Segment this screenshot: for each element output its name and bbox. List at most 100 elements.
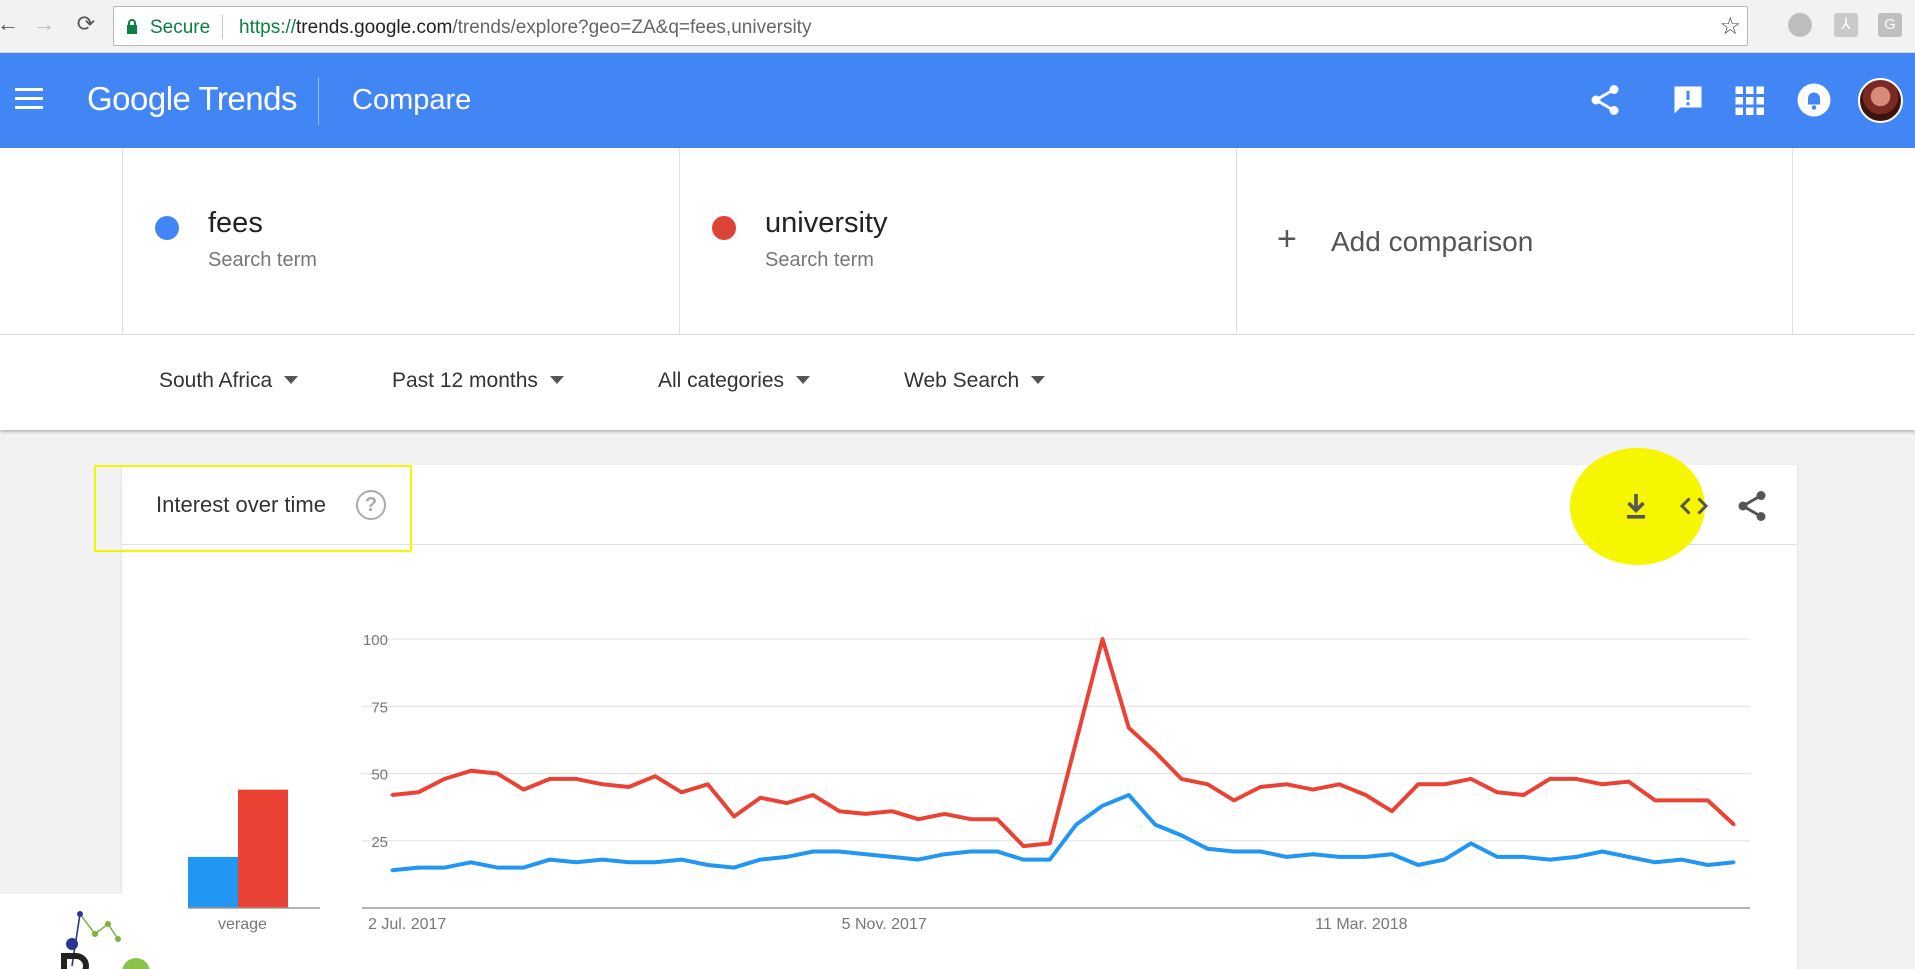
data-point-fees	[943, 852, 947, 856]
data-point-university	[943, 812, 947, 816]
data-point-university	[1390, 809, 1394, 813]
address-bar[interactable]: Secure https://trends.google.com/trends/…	[113, 6, 1748, 46]
share-icon[interactable]	[1734, 488, 1770, 524]
annotation-highlight-box	[94, 465, 412, 552]
data-point-fees	[1732, 860, 1736, 864]
data-point-university	[1153, 750, 1157, 754]
data-point-fees	[469, 860, 473, 864]
data-point-fees	[1574, 855, 1578, 859]
data-point-fees	[627, 860, 631, 864]
term-card-university[interactable]: university Search term	[679, 148, 1236, 335]
data-point-university	[574, 777, 578, 781]
data-point-university	[1443, 782, 1447, 786]
download-icon[interactable]	[1618, 488, 1654, 524]
feedback-icon[interactable]	[1670, 82, 1706, 118]
data-point-university	[1600, 782, 1604, 786]
url-path: /trends/explore?geo=ZA&q=fees,university	[452, 17, 812, 38]
lock-icon	[127, 19, 137, 34]
header-divider	[318, 77, 319, 125]
data-point-university	[627, 785, 631, 789]
google-trends-logo[interactable]: Google Trends	[87, 80, 297, 117]
data-point-fees	[758, 858, 762, 862]
period-dropdown[interactable]: Past 12 months	[392, 369, 564, 393]
data-point-fees	[1627, 855, 1631, 859]
panel-title: Interest over time	[156, 492, 326, 517]
extension-g-icon[interactable]: G	[1878, 13, 1902, 37]
data-point-fees	[1285, 855, 1289, 859]
term-name[interactable]: fees	[208, 207, 263, 239]
data-point-fees	[1232, 850, 1236, 854]
filter-bar: South Africa Past 12 months All categori…	[0, 335, 1915, 430]
x-tick-label: 11 Mar. 2018	[1315, 916, 1407, 933]
extension-pdf-icon[interactable]: ⅄	[1834, 13, 1858, 37]
data-point-fees	[1495, 855, 1499, 859]
data-point-fees	[416, 866, 420, 870]
data-point-fees	[443, 866, 447, 870]
data-point-fees	[706, 863, 710, 867]
search-type-label: Web Search	[904, 369, 1020, 392]
x-tick-label: 2 Jul. 2017	[368, 916, 446, 933]
data-point-university	[1706, 798, 1710, 802]
data-point-fees	[574, 860, 578, 864]
browser-toolbar: ← → ⟳ Secure https://trends.google.com/t…	[0, 0, 1915, 53]
data-point-university	[706, 782, 710, 786]
data-point-fees	[995, 850, 999, 854]
search-type-dropdown[interactable]: Web Search	[904, 369, 1046, 393]
term-card-fees[interactable]: fees Search term	[122, 148, 679, 335]
data-point-fees	[785, 855, 789, 859]
data-point-university	[1495, 790, 1499, 794]
data-point-university	[1337, 782, 1341, 786]
data-point-fees	[1521, 855, 1525, 859]
menu-icon[interactable]	[15, 88, 45, 112]
y-tick-label: 75	[371, 699, 388, 716]
url-host: trends.google.com	[296, 17, 453, 38]
data-point-university	[1364, 793, 1368, 797]
region-dropdown[interactable]: South Africa	[159, 369, 299, 393]
data-point-university	[732, 815, 736, 819]
data-point-university	[864, 812, 868, 816]
data-point-university	[1679, 798, 1683, 802]
apps-icon[interactable]	[1731, 82, 1767, 118]
data-point-university	[995, 817, 999, 821]
y-tick-label: 25	[371, 834, 388, 851]
data-point-fees	[679, 858, 683, 862]
data-point-university	[390, 793, 394, 797]
caret-down-icon	[796, 376, 811, 384]
data-point-fees	[890, 855, 894, 859]
add-comparison-label: Add comparison	[1331, 226, 1534, 257]
data-point-fees	[916, 858, 920, 862]
data-point-fees	[1153, 823, 1157, 827]
avatar[interactable]	[1858, 78, 1903, 123]
notifications-icon[interactable]	[1796, 82, 1832, 118]
data-point-university	[811, 793, 815, 797]
data-point-university	[443, 777, 447, 781]
reload-icon[interactable]: ⟳	[76, 11, 96, 36]
series-line-fees	[391, 793, 1735, 873]
data-point-university	[416, 790, 420, 794]
data-point-fees	[1022, 858, 1026, 862]
data-point-fees	[1179, 833, 1183, 837]
data-point-fees	[1600, 850, 1604, 854]
data-point-university	[1521, 793, 1525, 797]
page-title: Compare	[352, 84, 472, 116]
app-header: Google Trends Compare	[0, 53, 1915, 148]
series-line-university	[391, 637, 1736, 849]
share-icon[interactable]	[1587, 82, 1623, 118]
extension-circle-icon[interactable]	[1788, 13, 1812, 37]
data-point-fees	[548, 858, 552, 862]
data-point-fees	[653, 860, 657, 864]
embed-icon[interactable]	[1676, 488, 1712, 524]
add-comparison-button[interactable]: + Add comparison	[1236, 148, 1793, 335]
data-point-university	[1100, 637, 1104, 641]
y-tick-label: 50	[371, 767, 388, 784]
help-icon[interactable]: ?	[356, 490, 386, 520]
back-arrow-icon[interactable]: ←	[0, 11, 19, 36]
caret-down-icon	[284, 376, 299, 384]
interest-over-time-panel: Interest over time ?	[122, 465, 1797, 969]
forward-arrow-icon[interactable]: →	[33, 11, 55, 36]
data-point-university	[969, 817, 973, 821]
category-dropdown[interactable]: All categories	[658, 369, 811, 393]
url-text[interactable]: https://trends.google.com/trends/explore…	[239, 17, 811, 39]
star-icon[interactable]: ☆	[1719, 13, 1741, 40]
term-name[interactable]: university	[765, 207, 888, 239]
